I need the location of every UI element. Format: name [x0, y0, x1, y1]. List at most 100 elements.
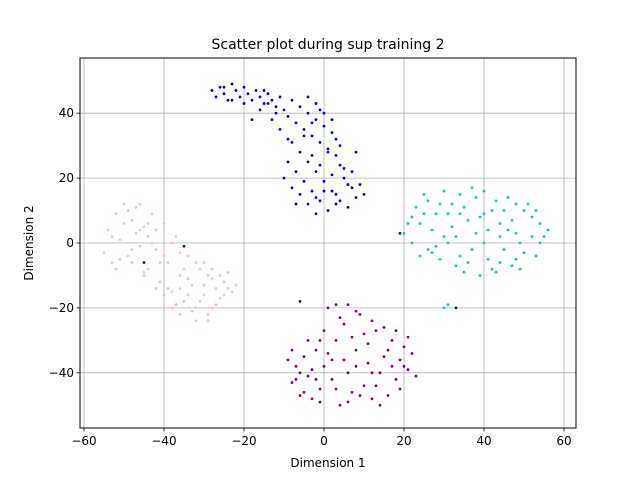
- x-tick-label: −20: [231, 434, 256, 448]
- scatter-point: [182, 244, 186, 248]
- scatter-point: [306, 160, 310, 164]
- scatter-point: [166, 287, 170, 290]
- scatter-point: [514, 202, 518, 206]
- scatter-point: [158, 261, 162, 264]
- scatter-point: [106, 228, 110, 232]
- scatter-point: [458, 212, 462, 216]
- scatter-point: [230, 290, 234, 294]
- scatter-point: [214, 287, 218, 290]
- scatter-point: [374, 329, 378, 333]
- y-tick-label: −20: [49, 301, 74, 315]
- scatter-point: [130, 248, 134, 251]
- scatter-point: [142, 261, 146, 264]
- y-axis-label: Dimension 2: [22, 205, 36, 280]
- scatter-point: [114, 212, 118, 216]
- scatter-point: [242, 102, 246, 105]
- scatter-point: [274, 105, 278, 109]
- scatter-point: [290, 186, 294, 190]
- scatter-point: [350, 170, 354, 173]
- scatter-point: [322, 179, 326, 183]
- x-tick-label: 40: [476, 434, 491, 448]
- scatter-point: [286, 115, 290, 118]
- scatter-point: [234, 283, 238, 287]
- scatter-point: [178, 251, 182, 255]
- scatter-point: [446, 212, 450, 216]
- scatter-point: [358, 394, 362, 397]
- scatter-point: [346, 400, 350, 404]
- scatter-point: [258, 95, 262, 99]
- scatter-point: [294, 121, 298, 125]
- scatter-point: [470, 248, 474, 251]
- scatter-point: [222, 92, 226, 96]
- scatter-point: [486, 257, 490, 261]
- scatter-point: [426, 248, 430, 251]
- scatter-point: [338, 403, 342, 407]
- scatter-point: [334, 202, 338, 206]
- scatter-point: [330, 189, 334, 193]
- scatter-point: [406, 335, 410, 339]
- scatter-point: [126, 209, 130, 212]
- scatter-point: [322, 364, 326, 368]
- scatter-point: [454, 235, 458, 238]
- scatter-point: [450, 225, 454, 229]
- scatter-point: [186, 293, 190, 297]
- scatter-point: [462, 270, 466, 274]
- scatter-point: [134, 231, 138, 235]
- scatter-point: [330, 377, 334, 381]
- scatter-point: [310, 189, 314, 193]
- scatter-point: [406, 368, 410, 371]
- scatter-point: [534, 209, 538, 212]
- scatter-point: [454, 264, 458, 268]
- scatter-point: [154, 287, 158, 290]
- scatter-point: [290, 140, 294, 144]
- scatter-point: [206, 319, 210, 323]
- scatter-point: [362, 384, 366, 388]
- scatter-point: [210, 277, 214, 281]
- scatter-point: [162, 293, 166, 297]
- scatter-point: [294, 377, 298, 381]
- scatter-point: [530, 235, 534, 238]
- scatter-point: [482, 189, 486, 193]
- scatter-point: [198, 300, 202, 303]
- scatter-point: [470, 186, 474, 190]
- scatter-point: [342, 176, 346, 180]
- scatter-point: [170, 290, 174, 294]
- scatter-point: [206, 274, 210, 277]
- scatter-point: [318, 140, 322, 144]
- scatter-point: [262, 102, 266, 105]
- scatter-point: [546, 228, 550, 232]
- scatter-point: [474, 196, 478, 199]
- scatter-point: [398, 358, 402, 362]
- scatter-point: [218, 274, 222, 277]
- scatter-point: [506, 196, 510, 199]
- scatter-point: [222, 293, 226, 297]
- scatter-point: [110, 261, 114, 264]
- scatter-point: [458, 254, 462, 258]
- x-tick-label: 60: [556, 434, 571, 448]
- scatter-point: [142, 270, 146, 274]
- scatter-point: [402, 364, 406, 368]
- scatter-point: [514, 257, 518, 261]
- scatter-point: [362, 332, 366, 336]
- scatter-point: [326, 351, 330, 355]
- scatter-point: [406, 222, 410, 225]
- scatter-point: [318, 108, 322, 112]
- scatter-point: [474, 231, 478, 235]
- scatter-point: [154, 228, 158, 232]
- scatter-point: [278, 128, 282, 131]
- scatter-point: [290, 348, 294, 352]
- scatter-point: [334, 387, 338, 391]
- scatter-point: [278, 95, 282, 99]
- scatter-point: [410, 241, 414, 245]
- scatter-point: [358, 313, 362, 316]
- scatter-point: [218, 296, 222, 300]
- scatter-point: [314, 118, 318, 122]
- scatter-point: [430, 228, 434, 232]
- scatter-point: [302, 390, 306, 394]
- scatter-point: [118, 257, 122, 261]
- scatter-point: [170, 306, 174, 310]
- y-tick-label: 0: [66, 236, 74, 250]
- scatter-point: [250, 118, 254, 122]
